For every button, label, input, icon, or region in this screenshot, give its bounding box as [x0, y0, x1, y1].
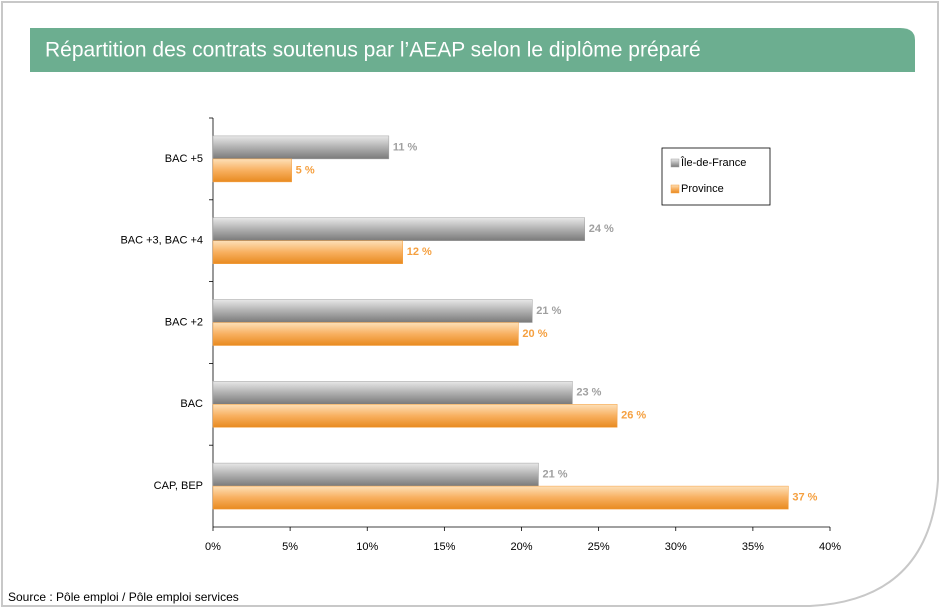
legend-label: Île-de-France [680, 156, 746, 169]
y-tick-label: BAC [180, 398, 203, 410]
bar [212, 240, 403, 264]
y-tick-label: BAC +3, BAC +4 [120, 235, 203, 247]
y-tick-label: CAP, BEP [154, 480, 203, 492]
bar [212, 381, 573, 405]
x-tick-label: 20% [510, 541, 532, 553]
legend-swatch [670, 158, 680, 168]
bar [212, 322, 519, 346]
data-label: 37 % [792, 492, 817, 504]
x-tick-label: 40% [819, 541, 841, 553]
x-tick-label: 0% [205, 541, 221, 553]
data-label: 5 % [296, 164, 315, 176]
y-tick-label: BAC +2 [165, 316, 203, 328]
legend [661, 147, 771, 206]
bar [212, 135, 390, 160]
x-tick-label: 30% [665, 541, 687, 553]
bar [212, 485, 789, 510]
x-tick-label: 15% [433, 541, 455, 553]
legend-label: Province [681, 183, 724, 195]
bar [212, 217, 585, 241]
bar [212, 158, 292, 183]
legend-swatch [670, 184, 680, 194]
title-banner [30, 28, 915, 72]
x-tick-label: 35% [742, 541, 764, 553]
bar [212, 404, 618, 428]
data-label: 11 % [393, 141, 418, 153]
bar [212, 462, 539, 487]
data-label: 24 % [589, 223, 614, 235]
bar [212, 299, 533, 323]
data-label: 21 % [536, 305, 561, 317]
y-tick-label: BAC +5 [165, 153, 203, 165]
x-tick-label: 10% [356, 541, 378, 553]
x-tick-label: 5% [282, 541, 298, 553]
chart-title: Répartition des contrats soutenus par l’… [45, 39, 701, 62]
x-tick-label: 25% [588, 541, 610, 553]
data-label: 20 % [522, 328, 547, 340]
source: Source : Pôle emploi / Pôle emploi servi… [8, 590, 239, 604]
data-label: 12 % [407, 246, 432, 258]
data-label: 21 % [542, 469, 567, 481]
data-label: 23 % [576, 387, 601, 399]
data-label: 26 % [621, 410, 646, 422]
